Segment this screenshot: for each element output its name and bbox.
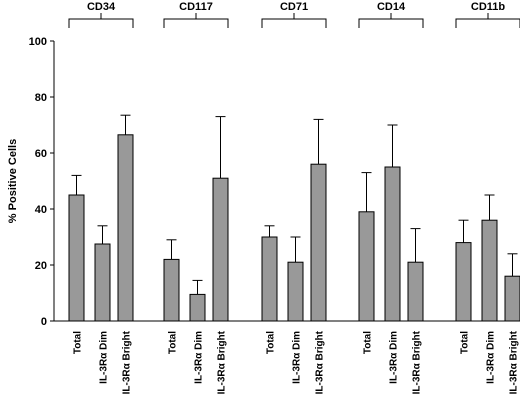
bar (481, 219, 498, 322)
category-label: Total (460, 331, 471, 354)
group-label: CD14 (377, 1, 406, 13)
bar (504, 275, 520, 322)
category-label: IL-3Rα Bright (412, 330, 423, 394)
bar (310, 163, 327, 322)
group-bracket (455, 18, 520, 28)
group-bracket (358, 18, 424, 28)
category-label: IL-3Rα Dim (486, 331, 497, 384)
category-label: IL-3Rα Bright (122, 330, 133, 394)
category-label: Total (266, 331, 277, 354)
category-label: Total (168, 331, 179, 354)
category-label: IL-3Rα Dim (194, 331, 205, 384)
category-label: IL-3Rα Bright (315, 330, 326, 394)
bar (384, 166, 401, 322)
y-tick-label: 80 (35, 92, 47, 104)
y-tick-label: 40 (35, 204, 47, 216)
bar (407, 261, 424, 322)
bar (212, 177, 229, 322)
category-label: Total (73, 331, 84, 354)
category-label: IL-3Rα Bright (509, 330, 520, 394)
category-label: Total (363, 331, 374, 354)
y-tick-label: 20 (35, 260, 47, 272)
y-axis-title: % Positive Cells (7, 139, 19, 223)
bar (163, 258, 180, 322)
category-label: IL-3Rα Bright (217, 330, 228, 394)
group-label: CD71 (280, 1, 308, 13)
group-bracket (261, 18, 327, 28)
bar (287, 261, 304, 322)
group-bracket (163, 18, 229, 28)
y-tick-label: 0 (41, 316, 47, 328)
group-label: CD117 (179, 1, 213, 13)
y-tick-label: 60 (35, 148, 47, 160)
bar (189, 293, 206, 322)
group-label: CD11b (471, 1, 506, 13)
category-label: IL-3Rα Dim (99, 331, 110, 384)
bar (358, 211, 375, 322)
bar (68, 194, 85, 322)
bar (94, 243, 111, 322)
group-bracket (68, 18, 134, 28)
y-tick-label: 100 (29, 36, 47, 48)
category-label: IL-3Rα Dim (292, 331, 303, 384)
bar (261, 236, 278, 322)
group-label: CD34 (87, 1, 116, 13)
plot-area: 0 20 40 60 80 100 CD34 Total IL-3Rα Dim IL-3Rα Br… (29, 1, 520, 394)
category-label: IL-3Rα Dim (389, 331, 400, 384)
bar (455, 242, 472, 322)
bar (117, 134, 134, 322)
